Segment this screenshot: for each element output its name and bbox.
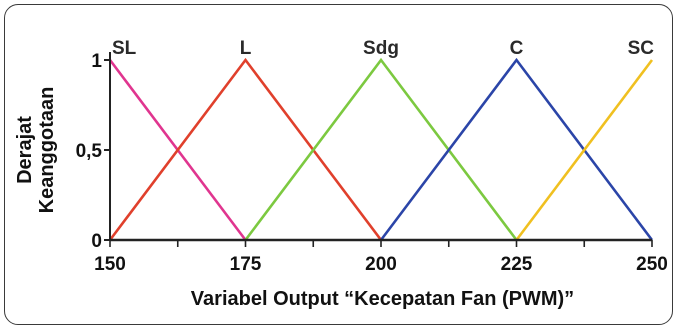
y-tick-label: 1 bbox=[91, 51, 102, 72]
x-tick-label: 250 bbox=[636, 254, 668, 275]
series-line-l bbox=[108, 57, 383, 241]
series-label-sdg: Sdg bbox=[363, 38, 399, 59]
x-tick-label: 200 bbox=[365, 254, 397, 275]
series-label-l: L bbox=[240, 38, 252, 59]
x-axis-label: Variabel Output “Kecepatan Fan (PWM)” bbox=[190, 288, 575, 310]
series-label-c: C bbox=[510, 38, 524, 59]
x-tick-label: 225 bbox=[501, 254, 533, 275]
x-tick-label: 175 bbox=[230, 254, 262, 275]
series-label-sc: SC bbox=[628, 38, 655, 59]
series-label-sl: SL bbox=[112, 38, 137, 59]
chart-frame bbox=[4, 4, 673, 325]
x-tick-label: 150 bbox=[94, 254, 126, 275]
y-axis-label-container: Derajat Keanggotaan bbox=[14, 87, 74, 214]
y-axis-label: Derajat Keanggotaan bbox=[14, 86, 58, 214]
series-line-sc bbox=[515, 59, 654, 241]
y-tick-label: 0,5 bbox=[76, 141, 103, 162]
series-line-c bbox=[379, 57, 654, 241]
y-tick-label: 0 bbox=[91, 231, 102, 252]
series-line-sdg bbox=[244, 57, 518, 241]
